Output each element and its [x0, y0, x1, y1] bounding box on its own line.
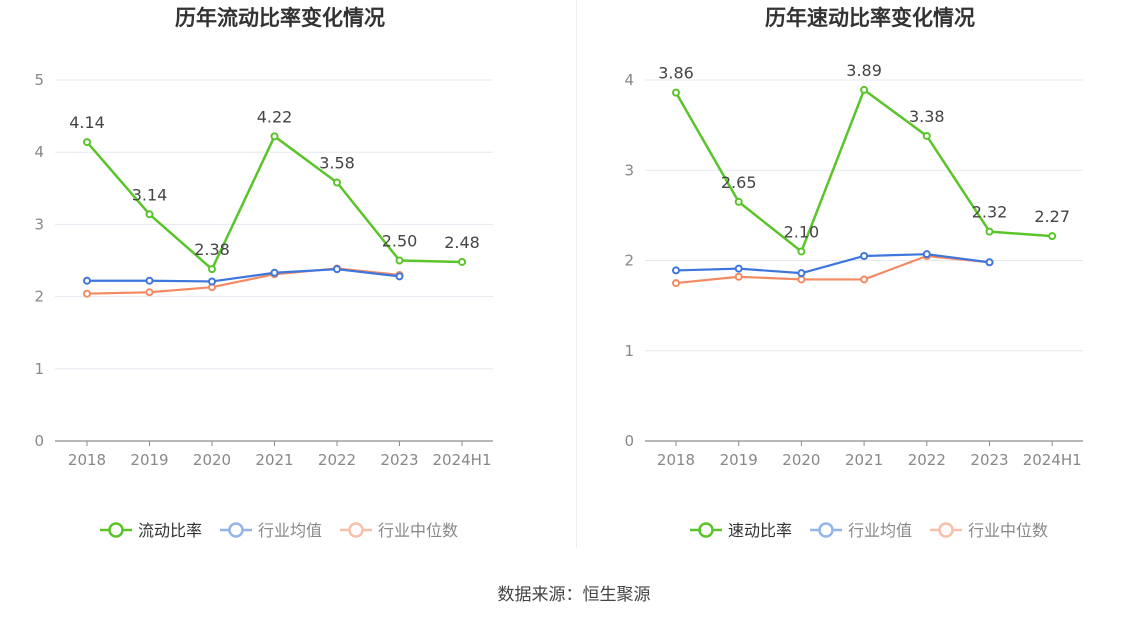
data-point — [672, 88, 680, 97]
data-point — [333, 178, 341, 187]
x-tick-label: 2018 — [657, 451, 695, 469]
legend-marker — [698, 522, 714, 538]
data-point — [395, 272, 404, 281]
data-point — [797, 269, 806, 278]
legend-label: 行业均值 — [848, 521, 912, 540]
data-label: 3.89 — [846, 61, 882, 80]
x-tick-label: 2021 — [255, 451, 293, 469]
data-point — [83, 138, 91, 147]
data-label: 4.22 — [257, 107, 293, 126]
data-point — [145, 276, 154, 285]
data-label: 2.50 — [382, 232, 418, 251]
x-tick-label: 2019 — [130, 451, 168, 469]
data-point — [797, 247, 806, 256]
data-label: 2.48 — [444, 233, 480, 252]
series-line — [675, 253, 990, 275]
legend-label: 流动比率 — [138, 521, 202, 540]
data-point — [83, 276, 91, 285]
legend-marker — [938, 522, 954, 538]
legend-label: 行业中位数 — [378, 521, 458, 540]
data-point — [985, 227, 994, 236]
data-point — [270, 132, 279, 141]
x-tick-label: 2024H1 — [433, 451, 492, 469]
data-label: 3.86 — [658, 64, 694, 83]
data-label: 3.58 — [319, 154, 355, 173]
data-point — [734, 264, 743, 273]
data-point — [797, 275, 806, 284]
y-tick-label: 4 — [624, 71, 634, 89]
chart-title: 历年流动比率变化情况 — [175, 6, 385, 30]
data-label: 2.27 — [1034, 207, 1070, 226]
legend-marker — [818, 522, 834, 538]
y-tick-label: 1 — [624, 342, 634, 360]
x-tick-label: 2020 — [193, 451, 231, 469]
data-point — [734, 272, 743, 281]
y-tick-label: 0 — [624, 432, 634, 450]
chart-divider — [576, 0, 577, 548]
legend-marker — [228, 522, 244, 538]
data-point — [395, 256, 404, 265]
legend-marker — [348, 522, 364, 538]
data-point — [922, 250, 931, 259]
y-tick-label: 2 — [624, 252, 634, 270]
data-point — [860, 275, 869, 284]
data-point — [1048, 232, 1057, 241]
x-tick-label: 2020 — [782, 451, 820, 469]
data-point — [985, 258, 994, 267]
data-source-label: 数据来源：恒生聚源 — [497, 585, 651, 605]
data-label: 2.32 — [972, 203, 1008, 222]
y-tick-label: 5 — [34, 71, 44, 89]
y-tick-label: 4 — [34, 143, 44, 161]
data-label: 3.14 — [132, 185, 168, 204]
x-tick-label: 2023 — [380, 451, 418, 469]
legend-label: 速动比率 — [728, 521, 792, 540]
y-tick-label: 2 — [34, 288, 44, 306]
y-tick-label: 3 — [624, 161, 634, 179]
chart-title: 历年速动比率变化情况 — [765, 6, 975, 30]
legend-label: 行业中位数 — [968, 521, 1048, 540]
data-point — [83, 289, 91, 298]
x-tick-label: 2022 — [318, 451, 356, 469]
data-label: 3.38 — [909, 107, 945, 126]
data-point — [145, 288, 154, 297]
data-label: 2.38 — [194, 240, 230, 259]
data-point — [333, 265, 341, 274]
series-line — [675, 254, 990, 285]
legend-marker — [108, 522, 124, 538]
data-label: 2.65 — [721, 173, 757, 192]
y-tick-label: 0 — [34, 432, 44, 450]
series-line — [87, 268, 400, 283]
data-label: 2.10 — [784, 222, 820, 241]
y-tick-label: 3 — [34, 215, 44, 233]
x-tick-label: 2021 — [845, 451, 883, 469]
data-point — [860, 251, 869, 260]
data-point — [458, 257, 466, 266]
data-point — [145, 210, 154, 219]
data-point — [208, 265, 216, 274]
data-point — [270, 268, 279, 277]
y-tick-label: 1 — [34, 360, 44, 378]
x-tick-label: 2023 — [970, 451, 1008, 469]
data-label: 4.14 — [69, 113, 105, 132]
x-tick-label: 2024H1 — [1023, 451, 1082, 469]
data-point — [208, 277, 216, 286]
x-tick-label: 2019 — [720, 451, 758, 469]
data-point — [922, 131, 931, 140]
data-point — [672, 266, 680, 275]
data-point — [672, 279, 680, 288]
x-tick-label: 2018 — [68, 451, 106, 469]
legend-label: 行业均值 — [258, 521, 322, 540]
data-point — [860, 85, 869, 94]
data-point — [734, 197, 743, 206]
x-tick-label: 2022 — [908, 451, 946, 469]
